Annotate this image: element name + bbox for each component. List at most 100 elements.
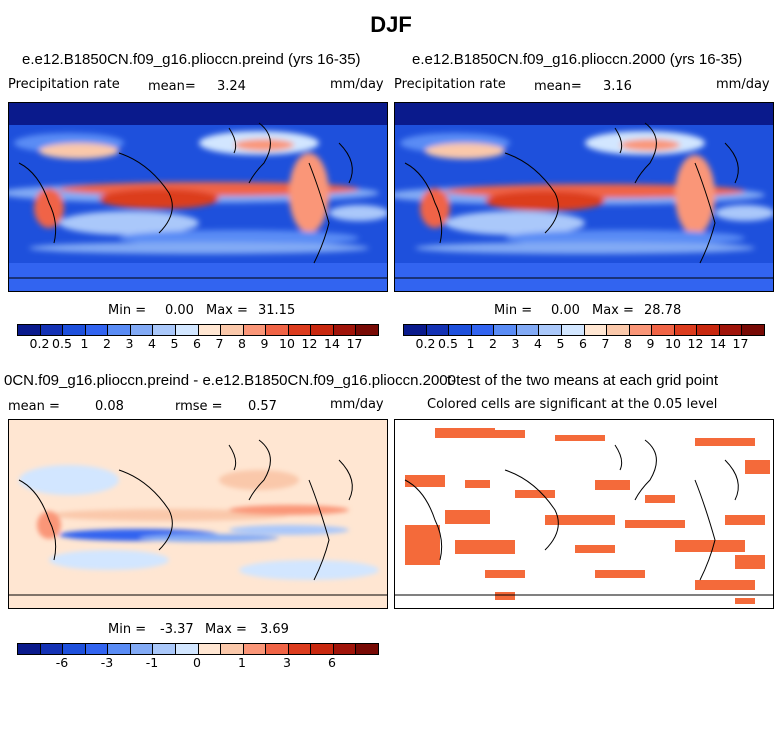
colorbar-swatch (221, 325, 244, 335)
variable-label: Precipitation rate (394, 77, 506, 92)
significant-cell (675, 540, 745, 552)
significant-cell (495, 592, 515, 600)
colorbar-swatch (175, 644, 199, 654)
colorbar-swatch (652, 325, 675, 335)
significant-cell (405, 525, 440, 565)
colorbar-swatch (40, 325, 64, 335)
colorbar-tick-label: 0.2 (29, 336, 50, 351)
colorbar-tick-label: 1 (238, 655, 246, 670)
colorbar-swatch (266, 644, 289, 654)
significance-map (394, 419, 774, 609)
colorbar-tick-label: 17 (732, 336, 749, 351)
significant-cell (435, 428, 495, 438)
colorbar-swatch (63, 644, 86, 654)
min-label: Min = (108, 622, 147, 637)
colorbar-tick-label: 6 (193, 336, 201, 351)
figure-title: DJF (370, 12, 412, 37)
mean-label: mean= (534, 79, 582, 94)
significant-cell (555, 435, 605, 441)
max-label: Max = (592, 303, 634, 318)
max-value: 28.78 (644, 303, 682, 318)
colorbar-swatch (18, 325, 41, 335)
panel-title-2000: e.e12.B1850CN.f09_g16.plioccn.2000 (yrs … (412, 51, 743, 68)
colorbar-swatch (221, 644, 244, 654)
colorbar-swatch (539, 325, 562, 335)
colorbar-swatch (674, 325, 698, 335)
significant-cell (645, 495, 675, 503)
colorbar-swatch (404, 325, 427, 335)
variable-label: Precipitation rate (8, 77, 120, 92)
colorbar-swatch (18, 644, 41, 654)
colorbar-swatch (333, 325, 357, 335)
min-label: Min = (108, 303, 147, 318)
colorbar-tick-label: 6 (579, 336, 587, 351)
colorbar-swatch (288, 644, 312, 654)
colorbar-swatch (243, 325, 267, 335)
colorbar-swatch (85, 644, 109, 654)
max-value: 3.69 (260, 622, 289, 637)
colorbar-swatch (108, 325, 131, 335)
colorbar-swatch (175, 325, 199, 335)
colorbar-swatch (130, 644, 154, 654)
precip-colorbar-left (17, 324, 379, 336)
colorbar-tick-label: 2 (489, 336, 497, 351)
colorbar-tick-label: 3 (283, 655, 291, 670)
colorbar-swatch (40, 644, 64, 654)
significant-cell (695, 580, 755, 590)
colorbar-swatch (266, 325, 289, 335)
colorbar-tick-label: 9 (646, 336, 655, 351)
precip-colorbar-right (403, 324, 765, 336)
colorbar-swatch (243, 644, 267, 654)
units-label: mm/day (330, 77, 384, 92)
colorbar-tick-label: 12 (687, 336, 704, 351)
units-label: mm/day (716, 77, 770, 92)
colorbar-tick-label: 3 (511, 336, 520, 351)
colorbar-tick-label: 9 (260, 336, 269, 351)
colorbar-tick-label: -3 (100, 655, 114, 670)
colorbar-tick-label: 5 (556, 336, 565, 351)
colorbar-swatch (719, 325, 743, 335)
mean-label: mean= (148, 79, 196, 94)
max-value: 31.15 (258, 303, 296, 318)
significant-cell (445, 510, 490, 524)
mean-value: 3.24 (217, 79, 246, 94)
significant-cell (405, 475, 445, 487)
colorbar-swatch (356, 644, 378, 654)
significant-cell (595, 570, 645, 578)
colorbar-swatch (426, 325, 450, 335)
significant-cell (485, 570, 525, 578)
significant-cell (465, 480, 490, 488)
colorbar-tick-label: 0.2 (415, 336, 436, 351)
mean-value: 3.16 (603, 79, 632, 94)
colorbar-swatch (108, 644, 131, 654)
panel-subtitle-ttest: Colored cells are significant at the 0.0… (427, 397, 718, 412)
colorbar-swatch (198, 325, 222, 335)
colorbar-swatch (356, 325, 378, 335)
colorbar-swatch (311, 325, 334, 335)
colorbar-tick-label: 14 (710, 336, 726, 351)
colorbar-tick-label: -6 (55, 655, 69, 670)
colorbar-tick-label: 5 (170, 336, 179, 351)
colorbar-tick-label: 10 (279, 336, 295, 351)
colorbar-swatch (629, 325, 653, 335)
colorbar-tick-label: 0 (193, 655, 201, 670)
colorbar-swatch (333, 644, 357, 654)
significant-cell (495, 430, 525, 438)
units-label: mm/day (330, 397, 384, 412)
colorbar-swatch (516, 325, 540, 335)
significant-cell (625, 520, 685, 528)
colorbar-tick-label: 2 (103, 336, 111, 351)
significant-cell (515, 490, 555, 498)
colorbar-tick-label: 4 (534, 336, 542, 351)
min-label: Min = (494, 303, 533, 318)
precip-map-preind (8, 102, 388, 292)
colorbar-swatch (742, 325, 764, 335)
colorbar-swatch (471, 325, 495, 335)
colorbar-swatch (607, 325, 630, 335)
colorbar-swatch (494, 325, 517, 335)
rmse-label: rmse = (175, 399, 223, 414)
colorbar-swatch (130, 325, 154, 335)
significant-cell (735, 598, 755, 604)
colorbar-swatch (311, 644, 334, 654)
panel-title-difference: 0CN.f09_g16.plioccn.preind - e.e12.B1850… (4, 372, 456, 389)
